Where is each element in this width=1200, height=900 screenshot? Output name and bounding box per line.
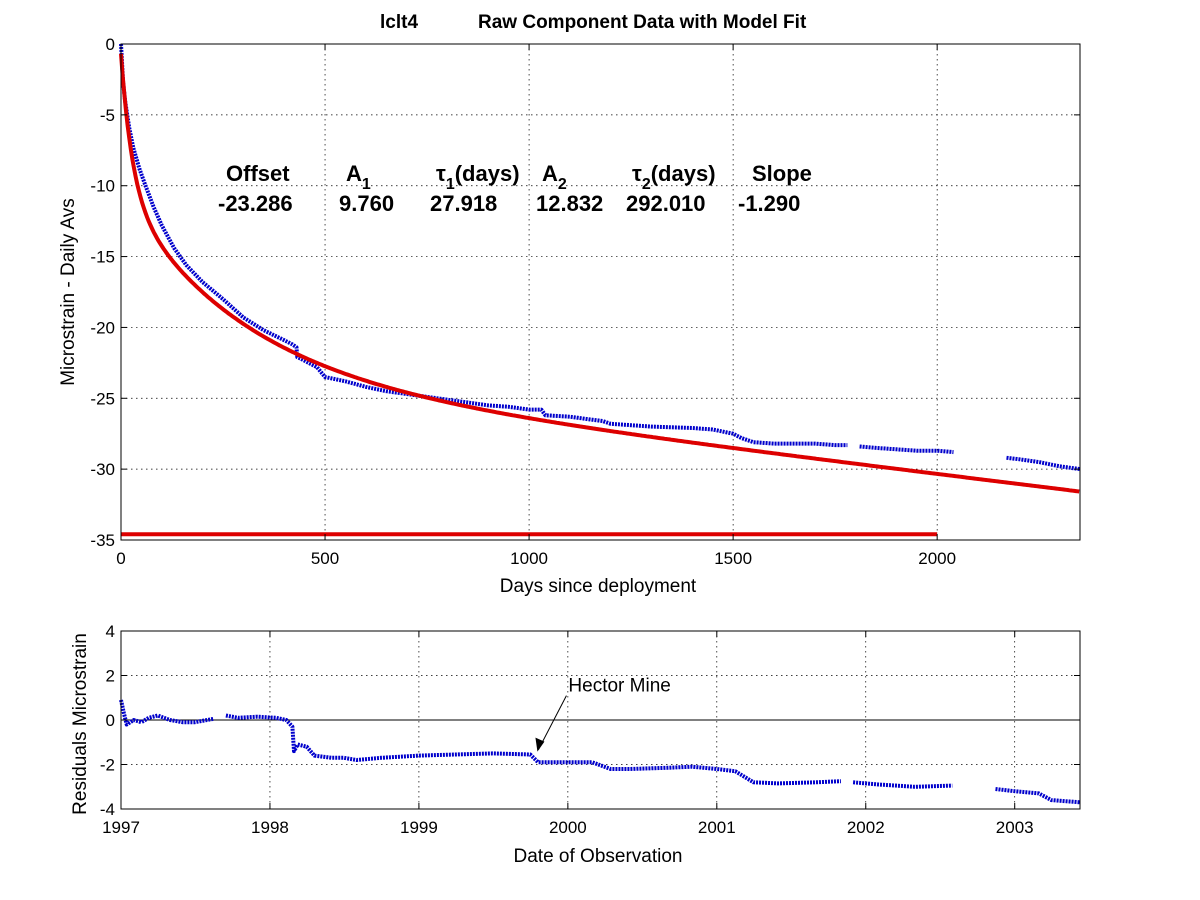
bottom-x-tick-label: 2000 <box>549 818 587 837</box>
top-x-tick-label: 2000 <box>918 549 956 568</box>
bottom-x-tick-label: 2003 <box>996 818 1034 837</box>
param-slope-label: Slope <box>752 161 812 186</box>
bottom-chart: 1997 1998 1999 2000 2001 2002 2003 4 2 0 -2 -4 Date… <box>70 622 1081 867</box>
param-tau1-label: τ1(days) <box>436 161 520 193</box>
residual-trace <box>852 780 953 789</box>
top-ticks: 0 500 1000 1500 2000 0 -5 -10 -15 -20 -25 -30 -35 <box>90 35 1080 568</box>
param-a2-value: 12.832 <box>536 191 603 216</box>
param-offset-label: Offset <box>226 161 290 186</box>
param-a1-label: A1 <box>346 161 371 193</box>
bottom-x-axis-label: Date of Observation <box>514 846 683 867</box>
data-trace <box>1006 455 1081 472</box>
bottom-y-tick-label: 4 <box>106 622 115 641</box>
bottom-x-tick-label: 2002 <box>847 818 885 837</box>
residual-trace <box>995 787 1081 805</box>
bottom-x-tick-label: 1998 <box>251 818 289 837</box>
chart-title-tag: lclt4 <box>380 12 418 33</box>
top-y-tick-label: 0 <box>106 35 115 54</box>
param-slope-value: -1.290 <box>738 191 800 216</box>
bottom-series <box>119 699 1081 805</box>
hector-mine-annotation: Hector Mine <box>535 676 671 752</box>
fit-parameters: Offset -23.286 A1 9.760 τ1(days) 27.918 … <box>218 161 812 216</box>
top-axes-frame <box>120 43 1081 541</box>
bottom-y-tick-label: -4 <box>100 800 115 819</box>
bottom-y-tick-label: 0 <box>106 711 115 730</box>
bottom-y-axis-label: Residuals Microstrain <box>70 633 91 815</box>
top-y-tick-label: -10 <box>90 177 115 196</box>
annotation-arrow-line <box>537 695 567 750</box>
residual-trace <box>225 713 841 786</box>
top-chart: lclt4 Raw Component Data with Model Fit … <box>58 12 1081 597</box>
bottom-x-tick-label: 2001 <box>698 818 736 837</box>
data-trace <box>859 444 954 455</box>
top-y-tick-label: -20 <box>90 318 115 337</box>
top-y-tick-label: -25 <box>90 389 115 408</box>
residual-trace <box>119 699 214 727</box>
bottom-series-0 <box>119 699 1081 805</box>
bottom-y-tick-label: 2 <box>106 667 115 686</box>
param-offset-value: -23.286 <box>218 191 293 216</box>
top-y-tick-label: -15 <box>90 248 115 267</box>
top-y-axis-label: Microstrain - Daily Avs <box>58 198 79 386</box>
param-tau2-label: τ2(days) <box>632 161 716 193</box>
top-x-tick-label: 500 <box>311 549 339 568</box>
annotation-label: Hector Mine <box>568 676 670 697</box>
top-x-tick-label: 1500 <box>714 549 752 568</box>
top-series-0 <box>119 43 1081 472</box>
top-series-1 <box>119 53 1080 494</box>
annotation-arrowhead <box>535 737 545 752</box>
top-y-tick-label: -5 <box>100 106 115 125</box>
top-x-axis-label: Days since deployment <box>500 576 697 597</box>
param-a2-label: A2 <box>542 161 567 193</box>
param-tau1-value: 27.918 <box>430 191 497 216</box>
bottom-x-tick-label: 1997 <box>102 818 140 837</box>
model-fit-line <box>119 53 1080 494</box>
data-trace <box>119 43 848 448</box>
param-tau2-value: 292.010 <box>626 191 706 216</box>
bottom-y-tick-label: -2 <box>100 756 115 775</box>
bottom-x-tick-label: 1999 <box>400 818 438 837</box>
top-y-tick-label: -35 <box>90 531 115 550</box>
bottom-ticks: 1997 1998 1999 2000 2001 2002 2003 4 2 0 -2 -4 <box>100 622 1080 837</box>
param-a1-value: 9.760 <box>339 191 394 216</box>
chart-title: Raw Component Data with Model Fit <box>478 12 807 33</box>
top-x-tick-label: 0 <box>116 549 125 568</box>
top-x-tick-label: 1000 <box>510 549 548 568</box>
top-y-tick-label: -30 <box>90 460 115 479</box>
